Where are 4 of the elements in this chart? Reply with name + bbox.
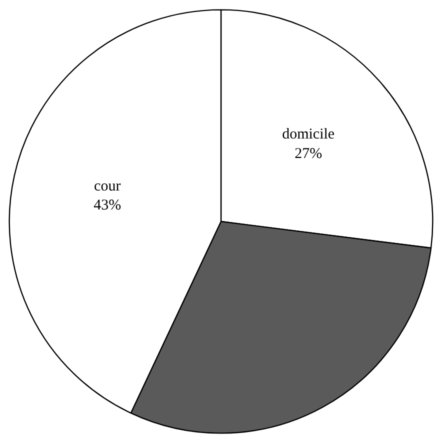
data-label: 27% [294,146,322,162]
slice-label: cour [94,178,121,194]
data-label: 43% [94,198,122,214]
slice-label: domicile [282,126,335,143]
